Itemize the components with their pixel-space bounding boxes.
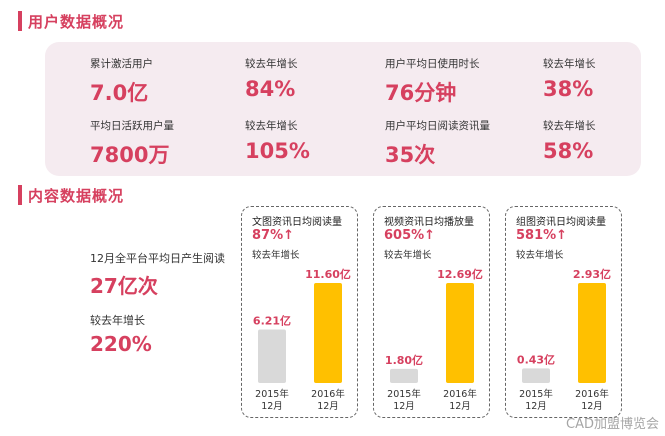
section-accent-bar (18, 11, 22, 31)
stat-total-activated-users: 累计激活用户 7.0亿 (90, 56, 153, 107)
content-data-section-title: 内容数据概况 (18, 184, 124, 206)
watermark: CAD加盟博览会 (566, 417, 659, 432)
x-tick-label: 2016年 (575, 388, 609, 400)
stat-value: 105% (245, 139, 310, 163)
growth-value: 581% (516, 228, 557, 243)
stat-avg-daily-active-users: 平均日活跃用户量 7800万 (90, 118, 174, 169)
arrow-up-icon: ↑ (424, 228, 436, 243)
stat-label: 累计激活用户 (90, 58, 153, 70)
bar-value-label: 0.43亿 (517, 352, 555, 366)
chart-card-video: 视频资讯日均播放量 605%↑ 较去年增长 1.80亿 2015年 12月 12.69… (373, 206, 490, 418)
stat-value: 58% (543, 139, 594, 163)
stat-label: 较去年增长 (543, 120, 596, 132)
stat-value: 7800万 (90, 143, 170, 167)
bar-2015 (390, 368, 418, 383)
stat-label: 较去年增长 (245, 120, 298, 132)
growth-value: 605% (384, 228, 425, 243)
stat-label: 较去年增长 (543, 58, 596, 70)
x-tick-label: 12月 (581, 401, 603, 412)
x-tick-label: 2015年 (255, 388, 289, 400)
bar-value-label: 2.93亿 (573, 267, 611, 281)
x-tick-label: 12月 (261, 401, 283, 412)
chart-title: 文图资讯日均阅读量 (252, 217, 342, 228)
stat-value: 7.0亿 (90, 81, 149, 105)
stat-reads-growth: 较去年增长 58% (543, 118, 596, 163)
stat-avg-daily-usage-time: 用户平均日使用时长 76分钟 (385, 56, 480, 107)
stat-value: 27亿次 (90, 274, 158, 298)
stat-value: 35次 (385, 143, 436, 167)
bar-2015 (522, 368, 550, 383)
arrow-up-icon: ↑ (283, 228, 295, 243)
stat-label: 用户平均日阅读资讯量 (385, 120, 490, 132)
stat-usage-time-growth: 较去年增长 38% (543, 56, 596, 101)
platform-daily-reads: 12月全平台平均日产生阅读 27亿次 (90, 250, 225, 299)
platform-reads-growth: 较去年增长 220% (90, 312, 152, 356)
stat-label: 用户平均日使用时长 (385, 58, 480, 70)
bar-2015 (258, 329, 286, 383)
section-accent-bar (18, 185, 22, 205)
x-tick-label: 2016年 (311, 388, 345, 400)
stat-value: 84% (245, 77, 296, 101)
stat-dau-growth: 较去年增长 105% (245, 118, 310, 163)
user-stats-panel (45, 42, 641, 176)
x-tick-label: 12月 (449, 401, 471, 412)
user-data-section-title: 用户数据概况 (18, 10, 124, 32)
stat-label: 较去年增长 (90, 314, 145, 327)
chart-card-photo-gallery: 组图资讯日均阅读量 581%↑ 较去年增长 0.43亿 2015年 12月 2.93亿… (505, 206, 622, 418)
chart-growth: 605%↑ (384, 228, 435, 243)
section-title-text: 用户数据概况 (28, 12, 125, 31)
x-tick-label: 12月 (317, 401, 339, 412)
bar-value-label: 6.21亿 (253, 313, 291, 327)
chart-card-image-text: 文图资讯日均阅读量 87%↑ 较去年增长 6.21亿 2015年 12月 11.60亿… (241, 206, 358, 418)
stat-avg-daily-reads: 用户平均日阅读资讯量 35次 (385, 118, 490, 169)
stat-label: 12月全平台平均日产生阅读 (90, 252, 225, 265)
x-tick-label: 12月 (393, 401, 415, 412)
chart-growth-label: 较去年增长 (516, 250, 564, 261)
chart-title: 组图资讯日均阅读量 (516, 217, 606, 228)
stat-value: 38% (543, 77, 594, 101)
bar-value-label: 11.60亿 (305, 267, 351, 281)
bar-2016 (314, 283, 342, 383)
stat-value: 76分钟 (385, 81, 457, 105)
chart-growth-label: 较去年增长 (252, 250, 300, 261)
x-tick-label: 12月 (525, 401, 547, 412)
bar-value-label: 12.69亿 (437, 267, 483, 281)
bar-2016 (578, 283, 606, 383)
x-tick-label: 2016年 (443, 388, 477, 400)
chart-growth-label: 较去年增长 (384, 250, 432, 261)
stat-label: 平均日活跃用户量 (90, 120, 174, 132)
stat-value: 220% (90, 332, 152, 356)
stat-label: 较去年增长 (245, 58, 298, 70)
arrow-up-icon: ↑ (556, 228, 568, 243)
bar-2016 (446, 283, 474, 383)
growth-value: 87% (252, 228, 284, 243)
x-tick-label: 2015年 (519, 388, 553, 400)
stat-total-users-growth: 较去年增长 84% (245, 56, 298, 101)
x-tick-label: 2015年 (387, 388, 421, 400)
chart-title: 视频资讯日均播放量 (384, 217, 474, 228)
section-title-text: 内容数据概况 (28, 186, 125, 205)
chart-growth: 87%↑ (252, 228, 294, 243)
bar-value-label: 1.80亿 (385, 353, 423, 367)
chart-growth: 581%↑ (516, 228, 567, 243)
